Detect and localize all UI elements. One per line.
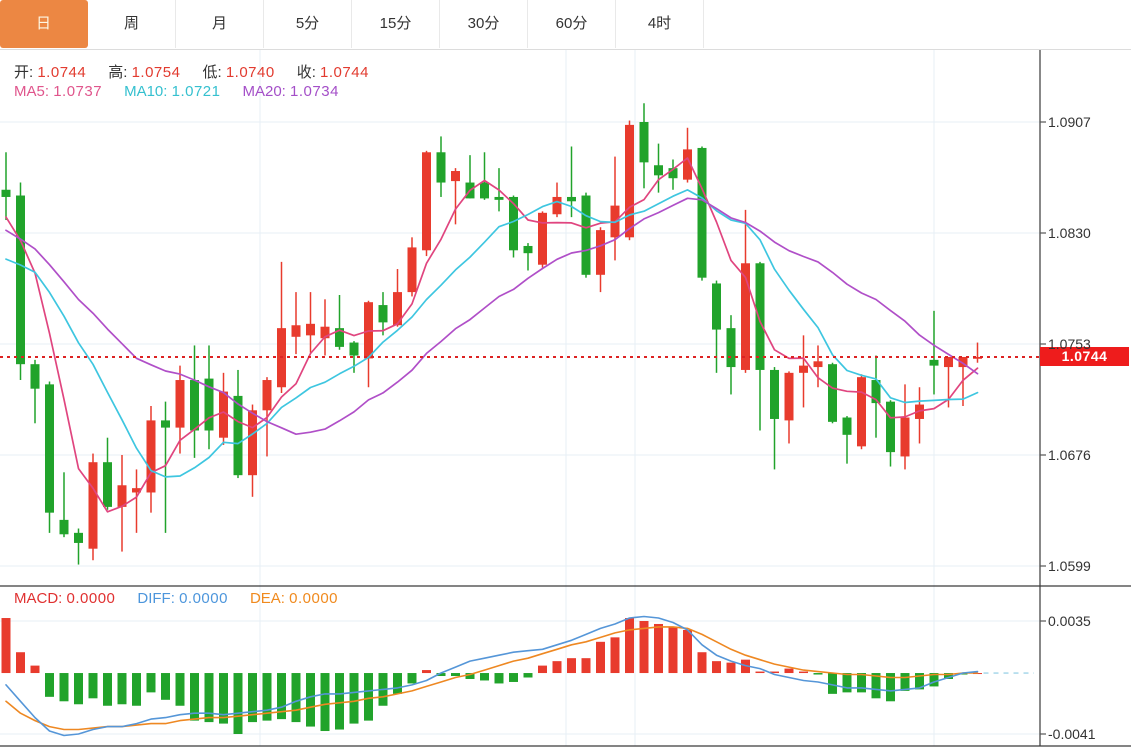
- tab-60分[interactable]: 60分: [528, 0, 616, 48]
- timeframe-tabbar: 日周月 5分 15分 30分 60分 4时: [0, 0, 1131, 50]
- legend-item: DEA: 0.0000: [249, 590, 339, 607]
- y-axis-label: 1.0753: [1048, 336, 1091, 352]
- y-axis-label: -0.0041: [1048, 726, 1096, 742]
- legend-item: MA5: 1.0737: [14, 83, 103, 100]
- tab-30分[interactable]: 30分: [440, 0, 528, 48]
- ohlc-readout: 开: 1.0744 高: 1.0754 低: 1.0740 收: 1.0744: [14, 61, 391, 82]
- tab-15分[interactable]: 15分: [352, 0, 440, 48]
- tab-月[interactable]: 月: [176, 0, 264, 48]
- current-price-badge: 1.0744: [1040, 347, 1129, 367]
- y-axis-label: 0.0035: [1048, 613, 1091, 629]
- y-axis-label: 1.0599: [1048, 558, 1091, 574]
- legend-item: 收: 1.0744: [296, 64, 369, 81]
- tab-5分[interactable]: 5分: [264, 0, 352, 48]
- y-axis-label: 1.0676: [1048, 447, 1091, 463]
- legend-item: DIFF: 0.0000: [137, 590, 228, 607]
- legend-item: MA10: 1.0721: [124, 83, 221, 100]
- legend-item: 高: 1.0754: [108, 64, 181, 81]
- tab-日[interactable]: 日: [0, 0, 88, 48]
- y-axis-label: 1.0830: [1048, 225, 1091, 241]
- legend-item: 低: 1.0740: [202, 64, 275, 81]
- legend-item: MA20: 1.0734: [242, 83, 339, 100]
- y-axis-label: 1.0907: [1048, 114, 1091, 130]
- ma-readout: MA5: 1.0737 MA10: 1.0721 MA20: 1.0734: [14, 83, 361, 100]
- macd-readout: MACD: 0.0000 DIFF: 0.0000 DEA: 0.0000: [14, 590, 360, 607]
- legend-item: MACD: 0.0000: [14, 590, 116, 607]
- tab-4时[interactable]: 4时: [616, 0, 704, 48]
- legend-item: 开: 1.0744: [14, 64, 87, 81]
- tab-周[interactable]: 周: [88, 0, 176, 48]
